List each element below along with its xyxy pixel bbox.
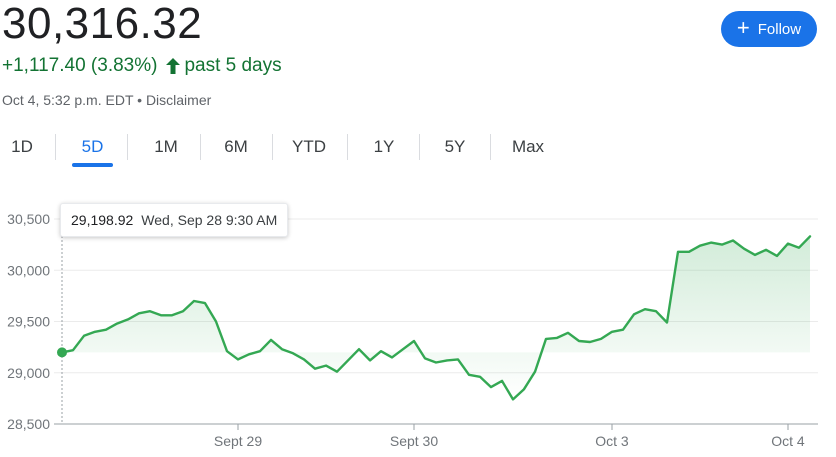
tab-label: Max [511,137,545,156]
tab-label: 5D [81,137,104,156]
separator-dot: • [137,92,143,108]
change-period: past 5 days [184,55,282,76]
x-tick-label: Oct 3 [595,433,629,449]
y-tick-label: 28,500 [7,416,50,432]
tab-divider [200,134,201,160]
price-chart[interactable]: 28,500 29,000 29,500 30,000 30,500 Sept 29 Sep… [0,190,836,457]
tab-1y[interactable]: 1Y [362,128,406,166]
tab-label: 1D [11,137,33,156]
price-change: +1,117.40 (3.83%) [2,55,158,76]
y-tick-label: 29,000 [7,365,50,381]
tab-divider [419,134,420,160]
tab-ytd[interactable]: YTD [286,128,332,166]
tab-divider [490,134,491,160]
chart-tooltip: 29,198.92 Wed, Sep 28 9:30 AM [60,203,289,237]
price-line [60,235,812,401]
price-change-row: +1,117.40 (3.83%) past 5 days [2,55,282,77]
disclaimer-link[interactable]: Disclaimer [145,92,212,108]
tab-label: 1Y [373,137,395,156]
y-tick-label: 29,500 [7,314,50,330]
timestamp-row: Oct 4, 5:32 p.m. EDT • Disclaimer [2,92,211,108]
tab-5y[interactable]: 5Y [433,128,477,166]
stock-price: 30,316.32 [2,0,203,48]
hover-point [57,347,67,358]
plus-icon: + [736,15,750,40]
tooltip-date: Wed, Sep 28 9:30 AM [141,212,278,228]
tab-max[interactable]: Max [506,128,550,166]
tab-5d[interactable]: 5D [72,128,113,167]
price-area-fill [62,236,810,400]
arrow-up-icon [166,58,181,74]
y-tick-label: 30,500 [7,211,50,227]
y-tick-label: 30,000 [7,262,50,278]
tab-1m[interactable]: 1M [144,128,188,166]
tab-divider [272,134,273,160]
tab-1d[interactable]: 1D [0,128,44,166]
x-tick-label: Sept 30 [390,433,438,449]
tab-divider [127,134,128,160]
tab-label: YTD [292,137,326,156]
follow-label: Follow [757,20,802,38]
tab-divider [55,134,56,160]
tab-label: 5Y [444,137,466,156]
x-tick-label: Sept 29 [214,433,262,449]
follow-button[interactable]: + Follow [721,11,817,47]
tab-label: 6M [224,137,248,156]
tab-divider [347,134,348,160]
x-tick-label: Oct 4 [771,433,805,449]
market-timestamp: Oct 4, 5:32 p.m. EDT [2,92,134,108]
tooltip-value: 29,198.92 [71,212,134,228]
tab-label: 1M [154,137,178,156]
tab-6m[interactable]: 6M [214,128,258,166]
